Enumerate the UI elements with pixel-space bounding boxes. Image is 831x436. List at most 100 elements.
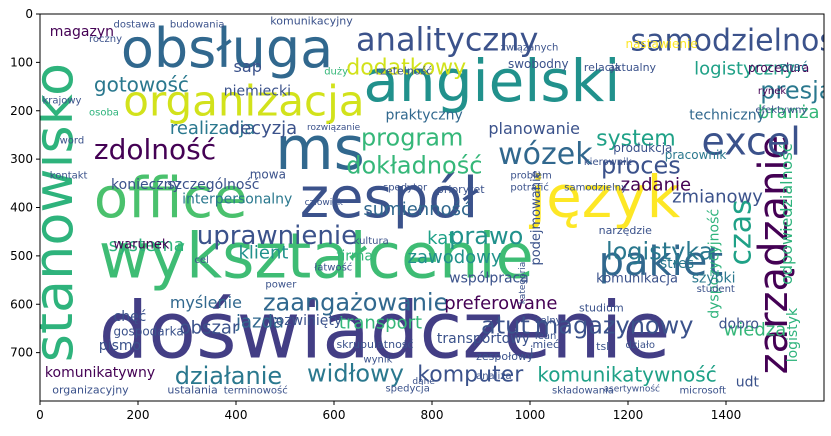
y-tick-label: 400 xyxy=(10,201,33,215)
word-107: problem xyxy=(510,170,551,181)
x-tick-label: 800 xyxy=(421,408,444,422)
word-31: widłowy xyxy=(307,360,404,388)
word-40: zadanie xyxy=(621,175,691,196)
word-57: szczególność xyxy=(167,177,259,193)
y-tick-label: 500 xyxy=(10,249,33,263)
word-126: potrafić xyxy=(510,182,548,194)
word-6: język xyxy=(528,163,681,231)
word-43: zawodowy xyxy=(408,247,502,268)
word-88: organizacyjny xyxy=(52,384,129,397)
word-92: asertywność xyxy=(604,383,661,394)
word-60: warunek xyxy=(114,238,170,253)
word-83: gospodarka xyxy=(114,325,184,339)
x-tick-label: 400 xyxy=(225,408,248,422)
word-12: excel xyxy=(702,119,801,163)
word-38: decyzja xyxy=(229,118,298,139)
word-63: nastawienie xyxy=(626,37,698,51)
word-21: dokładność xyxy=(346,152,482,180)
word-134: dane xyxy=(412,377,435,387)
word-85: pismo xyxy=(99,338,141,354)
word-124: cel xyxy=(194,255,208,266)
y-tick-label: 200 xyxy=(10,104,33,118)
word-25: prawo xyxy=(449,222,523,250)
word-44: systema xyxy=(109,235,185,256)
word-86: udt xyxy=(736,374,760,390)
word-117: kategoria xyxy=(518,262,528,305)
word-129: student xyxy=(697,284,735,295)
word-16: zdolność xyxy=(94,133,216,166)
word-111: analiza xyxy=(476,371,512,382)
word-106: priorytet xyxy=(437,183,485,196)
word-95: komunikacyjny xyxy=(270,15,353,28)
word-70: kierownik xyxy=(584,157,632,168)
word-24: uprawnienie xyxy=(197,221,357,251)
word-11: zarządzanie xyxy=(751,135,797,374)
word-59: interpersonalny xyxy=(182,192,292,208)
word-91: microsoft xyxy=(679,386,726,397)
word-46: transport xyxy=(339,312,422,333)
word-100: rzetelność xyxy=(376,64,433,77)
word-103: człowiek xyxy=(305,198,344,208)
word-131: lean xyxy=(535,331,556,342)
x-axis: 0 200 400 600 800 1000 1200 1400 xyxy=(36,401,741,422)
word-93: dostawa xyxy=(114,20,156,31)
word-114: działo xyxy=(626,340,655,351)
word-87: ustalania xyxy=(167,384,217,397)
word-121: roczny xyxy=(89,34,122,45)
word-61: magazyn xyxy=(50,24,114,40)
word-84: chęć xyxy=(114,309,147,325)
word-89: terminowość xyxy=(224,385,288,397)
word-15: czas xyxy=(724,199,759,265)
word-125: duży xyxy=(324,66,348,77)
word-13: analityczny xyxy=(356,20,538,58)
word-133: spedycja xyxy=(385,383,429,394)
word-23: system xyxy=(596,127,676,152)
word-109: mieć xyxy=(532,338,559,351)
word-102: mowa xyxy=(250,167,286,181)
word-30: działanie xyxy=(175,362,282,390)
word-0: doświadczenie xyxy=(99,286,671,376)
word-58: konieczny xyxy=(111,177,181,193)
word-54: praktyczny xyxy=(385,107,462,123)
y-axis: 0 100 200 300 400 500 600 700 xyxy=(10,7,40,360)
word-66: znać xyxy=(780,60,808,74)
word-115: tsl xyxy=(596,340,609,353)
y-tick-label: 300 xyxy=(10,152,33,166)
word-71: odpowiedzialność xyxy=(777,143,796,285)
word-110: zespołowy xyxy=(476,350,534,363)
word-132: j xyxy=(529,344,533,358)
word-42: klient xyxy=(238,242,288,263)
word-26: logistyka xyxy=(606,238,714,266)
word-7: obsługa xyxy=(121,17,333,80)
word-65: rynek xyxy=(758,86,787,97)
word-120: krajowy xyxy=(42,95,81,106)
word-74: komunikacja xyxy=(596,271,678,286)
plot-area xyxy=(40,14,824,401)
word-105: łatwość xyxy=(314,261,352,273)
word-18: dodatkowy xyxy=(346,55,466,80)
x-tick-label: 1200 xyxy=(613,408,644,422)
y-tick-label: 0 xyxy=(25,7,33,21)
word-82: stres xyxy=(660,256,694,272)
word-113: skrupulatność xyxy=(336,338,413,351)
word-64: procedura xyxy=(748,61,809,75)
word-3: stanowisko xyxy=(22,63,85,362)
word-45: kat xyxy=(427,228,455,249)
word-73: logistyk xyxy=(785,307,801,362)
word-116: narzędzie xyxy=(599,224,653,237)
word-108: studium xyxy=(579,302,624,315)
word-127: spedytor xyxy=(383,183,428,194)
word-14: samodzielność xyxy=(630,23,831,58)
word-80: dobro xyxy=(719,316,759,332)
word-49: obszar xyxy=(180,317,240,338)
word-112: wynik xyxy=(363,354,392,365)
word-9: ms xyxy=(275,114,365,184)
word-130: celny xyxy=(535,316,562,327)
word-99: relacja xyxy=(584,61,621,74)
word-10: pakiet xyxy=(599,239,723,285)
word-1: wykształcenie xyxy=(99,220,534,293)
word-4: office xyxy=(94,166,248,231)
word-32: komputer xyxy=(417,363,524,388)
x-tick-label: 600 xyxy=(323,408,346,422)
